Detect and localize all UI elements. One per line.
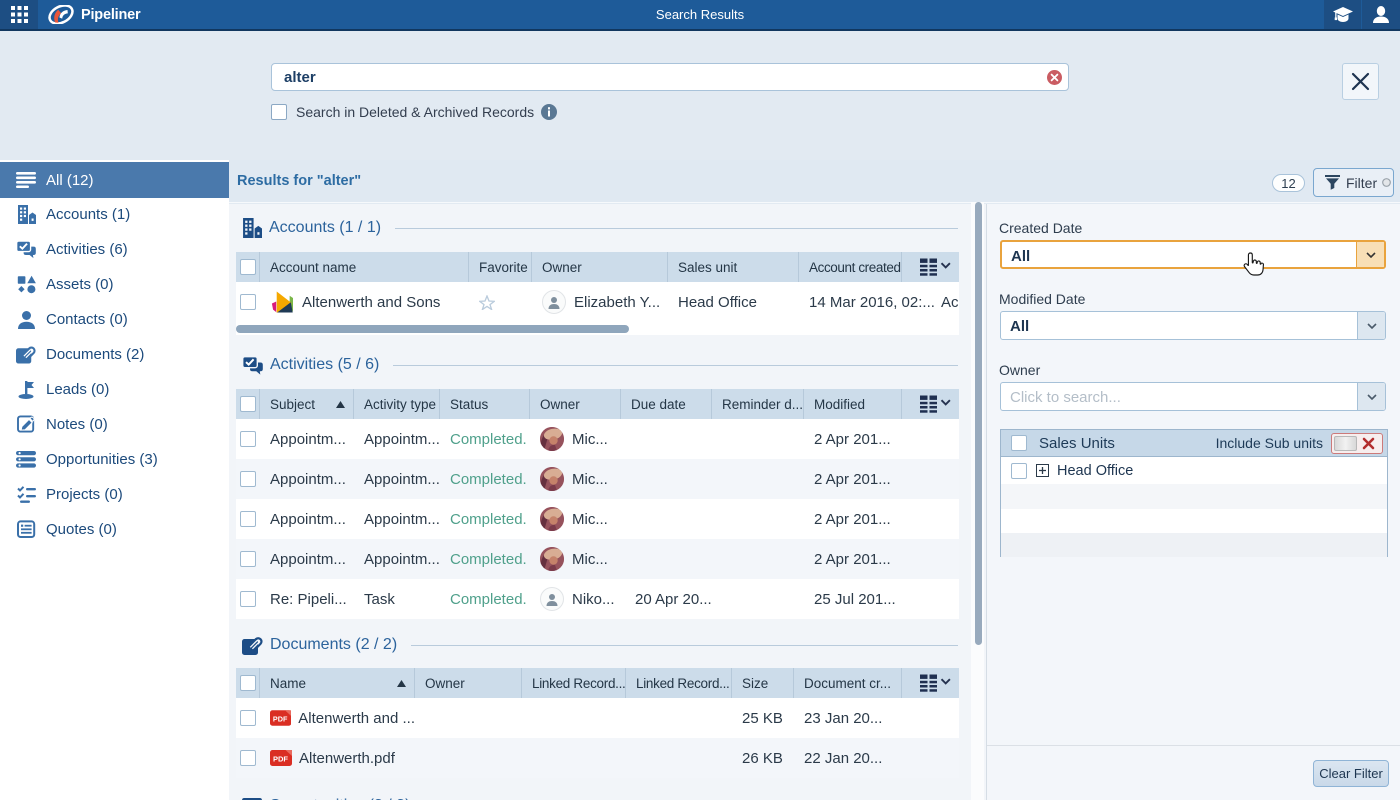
svg-text:PDF: PDF — [273, 714, 288, 723]
svg-text:PDF: PDF — [273, 755, 288, 764]
